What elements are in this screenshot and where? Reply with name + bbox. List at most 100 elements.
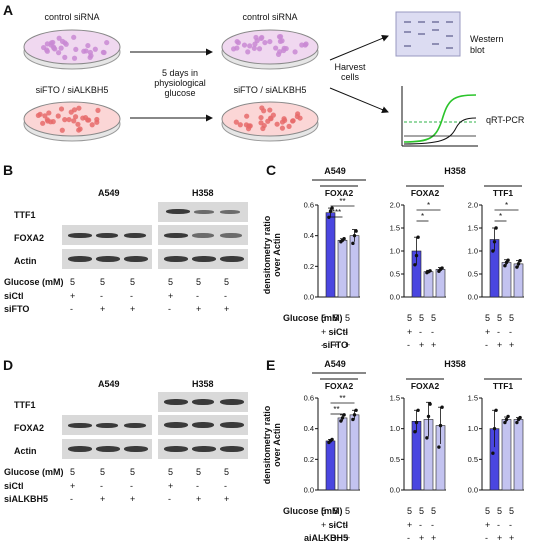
data-point — [503, 264, 507, 268]
cell-dot — [245, 49, 251, 55]
y-tick-label: 0.0 — [304, 486, 314, 495]
cell-dot — [299, 42, 305, 48]
blot-b-foxa2-a549-strip — [62, 225, 152, 245]
y-tick-label: 0.2 — [304, 262, 314, 271]
cell-dot — [303, 41, 309, 47]
panel-label-d: D — [3, 357, 14, 373]
panel-label-a: A — [3, 2, 14, 18]
cell-dot — [101, 49, 107, 56]
cell-dot — [55, 113, 61, 119]
cell-dot — [40, 120, 46, 126]
chart-condition-value: + — [333, 533, 339, 543]
western-blot-icon — [395, 11, 461, 57]
y-tick-label: 0.5 — [468, 455, 478, 464]
data-point — [518, 415, 522, 420]
data-point — [352, 413, 357, 417]
significance-label: * — [499, 212, 502, 221]
condition-value: 5 — [168, 467, 174, 477]
cell-dot — [233, 119, 239, 125]
cell-dot — [66, 116, 72, 123]
cell-dot — [81, 48, 87, 54]
treated-label-left: siFTO / siALKBH5 — [35, 85, 109, 95]
chart-condition-value: + — [509, 533, 515, 543]
data-point — [330, 437, 334, 442]
chart-condition-value: - — [333, 326, 336, 337]
chart-title: TTF1 — [493, 381, 514, 391]
cell-dot — [292, 49, 298, 55]
blot-b-foxa2-h358-strip — [158, 225, 248, 245]
y-tick-label: 1.5 — [390, 224, 400, 233]
chart-condition-value: + — [321, 519, 327, 530]
data-point — [414, 420, 419, 425]
cell-dot — [50, 39, 56, 46]
condition-value: 5 — [196, 277, 202, 287]
data-point — [503, 420, 507, 425]
condition-line-3: glucose — [164, 88, 196, 98]
data-point — [504, 417, 509, 422]
condition-value: - — [70, 304, 73, 314]
data-point — [416, 235, 420, 239]
data-point — [327, 215, 331, 219]
data-point — [352, 233, 357, 238]
cell-dot — [58, 45, 64, 51]
western-blot-text: Western blot — [470, 34, 503, 56]
chart-title: FOXA2 — [325, 381, 354, 391]
bar — [337, 417, 348, 491]
chart-condition-value: - — [497, 519, 500, 530]
cell-dot — [286, 123, 292, 129]
condition-value: + — [130, 494, 136, 504]
condition-value: - — [224, 290, 227, 301]
data-point — [342, 413, 346, 417]
chart-condition-value: 5 — [509, 506, 515, 516]
y-tick-label: 0.5 — [390, 270, 400, 279]
condition-value: 5 — [100, 467, 106, 477]
y-tick-label: 0.6 — [304, 394, 314, 403]
condition-value: + — [100, 494, 106, 504]
harvest-text: Harvest cells — [320, 62, 380, 82]
data-point — [340, 416, 345, 420]
chart-condition-value: + — [497, 533, 503, 543]
data-point — [438, 423, 443, 428]
chart-condition-value: - — [509, 519, 512, 530]
bar-chart-E-H358-FOXA2: FOXA2 0.0 0.5 1.0 1.5 — [390, 378, 446, 495]
arrow-to-qrt — [329, 87, 389, 113]
blot-b-cell-h358: H358 — [192, 188, 214, 198]
cell-dot — [76, 105, 82, 111]
cell-dot — [35, 112, 41, 119]
chart-condition-value: - — [333, 519, 336, 530]
chart-condition-value: - — [321, 340, 324, 350]
chart-condition-value: - — [321, 533, 324, 543]
y-tick-label: 1.5 — [468, 394, 478, 403]
data-point — [428, 269, 432, 273]
data-point — [428, 402, 432, 406]
cell-dot — [89, 122, 95, 128]
y-tick-label: 0.6 — [304, 201, 314, 210]
blot-b-cell-a549: A549 — [98, 188, 120, 198]
chart-condition-value: - — [497, 326, 500, 337]
data-point — [426, 414, 431, 419]
condition-value: + — [130, 304, 136, 314]
bar — [349, 414, 360, 491]
cell-dot — [274, 121, 280, 127]
chart-title: FOXA2 — [411, 381, 440, 391]
cell-dot — [268, 115, 274, 121]
condition-value: + — [196, 494, 202, 504]
chart-condition-value: - — [419, 326, 422, 337]
cell-dot — [235, 40, 241, 46]
blot-d-cell-h358: H358 — [192, 379, 214, 389]
data-point — [425, 436, 429, 440]
qrt-pcr-text: qRT-PCR — [486, 115, 525, 125]
condition-value: - — [100, 480, 103, 491]
cell-dot — [42, 113, 48, 119]
y-tick-label: 1.5 — [390, 394, 400, 403]
chart-condition-value: 5 — [497, 506, 503, 516]
chart-condition-value: - — [431, 326, 434, 337]
condition-value: + — [168, 290, 174, 301]
cell-dot — [247, 43, 253, 49]
cell-dot — [73, 46, 79, 53]
cell-dot — [59, 127, 65, 133]
cell-dot — [104, 39, 110, 46]
blot-d-ctrl-label: siCtl — [4, 481, 24, 491]
chart-condition-value: 5 — [485, 313, 491, 323]
